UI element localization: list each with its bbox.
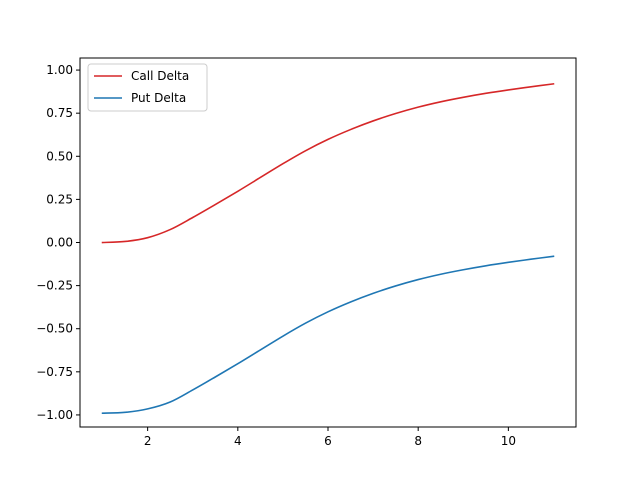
x-tick-label: 6 [324,434,332,448]
legend-label-call-delta: Call Delta [131,69,189,83]
put-delta-line [101,255,555,415]
y-tick-label: −0.75 [36,365,73,379]
y-tick-label: −0.25 [36,279,73,293]
x-tick-label: 2 [144,434,152,448]
x-tick-label: 8 [414,434,422,448]
legend-label-put-delta: Put Delta [131,91,186,105]
plot-content [101,82,555,415]
y-tick-label: 0.25 [46,192,73,206]
y-tick-label: 1.00 [46,63,73,77]
x-tick-label: 10 [501,434,516,448]
x-tick-label: 4 [234,434,242,448]
axes-frame [79,57,577,428]
y-tick-label: 0.50 [46,149,73,163]
legend: Call Delta Put Delta [87,63,208,112]
y-tick-label: 0.75 [46,106,73,120]
y-tick-label: −0.50 [36,322,73,336]
x-axis: 2 4 6 8 10 [144,427,516,448]
y-axis: 1.00 0.75 0.50 0.25 0.00 −0.25 −0.50 −0.75 −1.00 [36,63,80,422]
call-delta-line [101,82,555,244]
y-tick-label: −1.00 [36,408,73,422]
y-tick-label: 0.00 [46,236,73,250]
